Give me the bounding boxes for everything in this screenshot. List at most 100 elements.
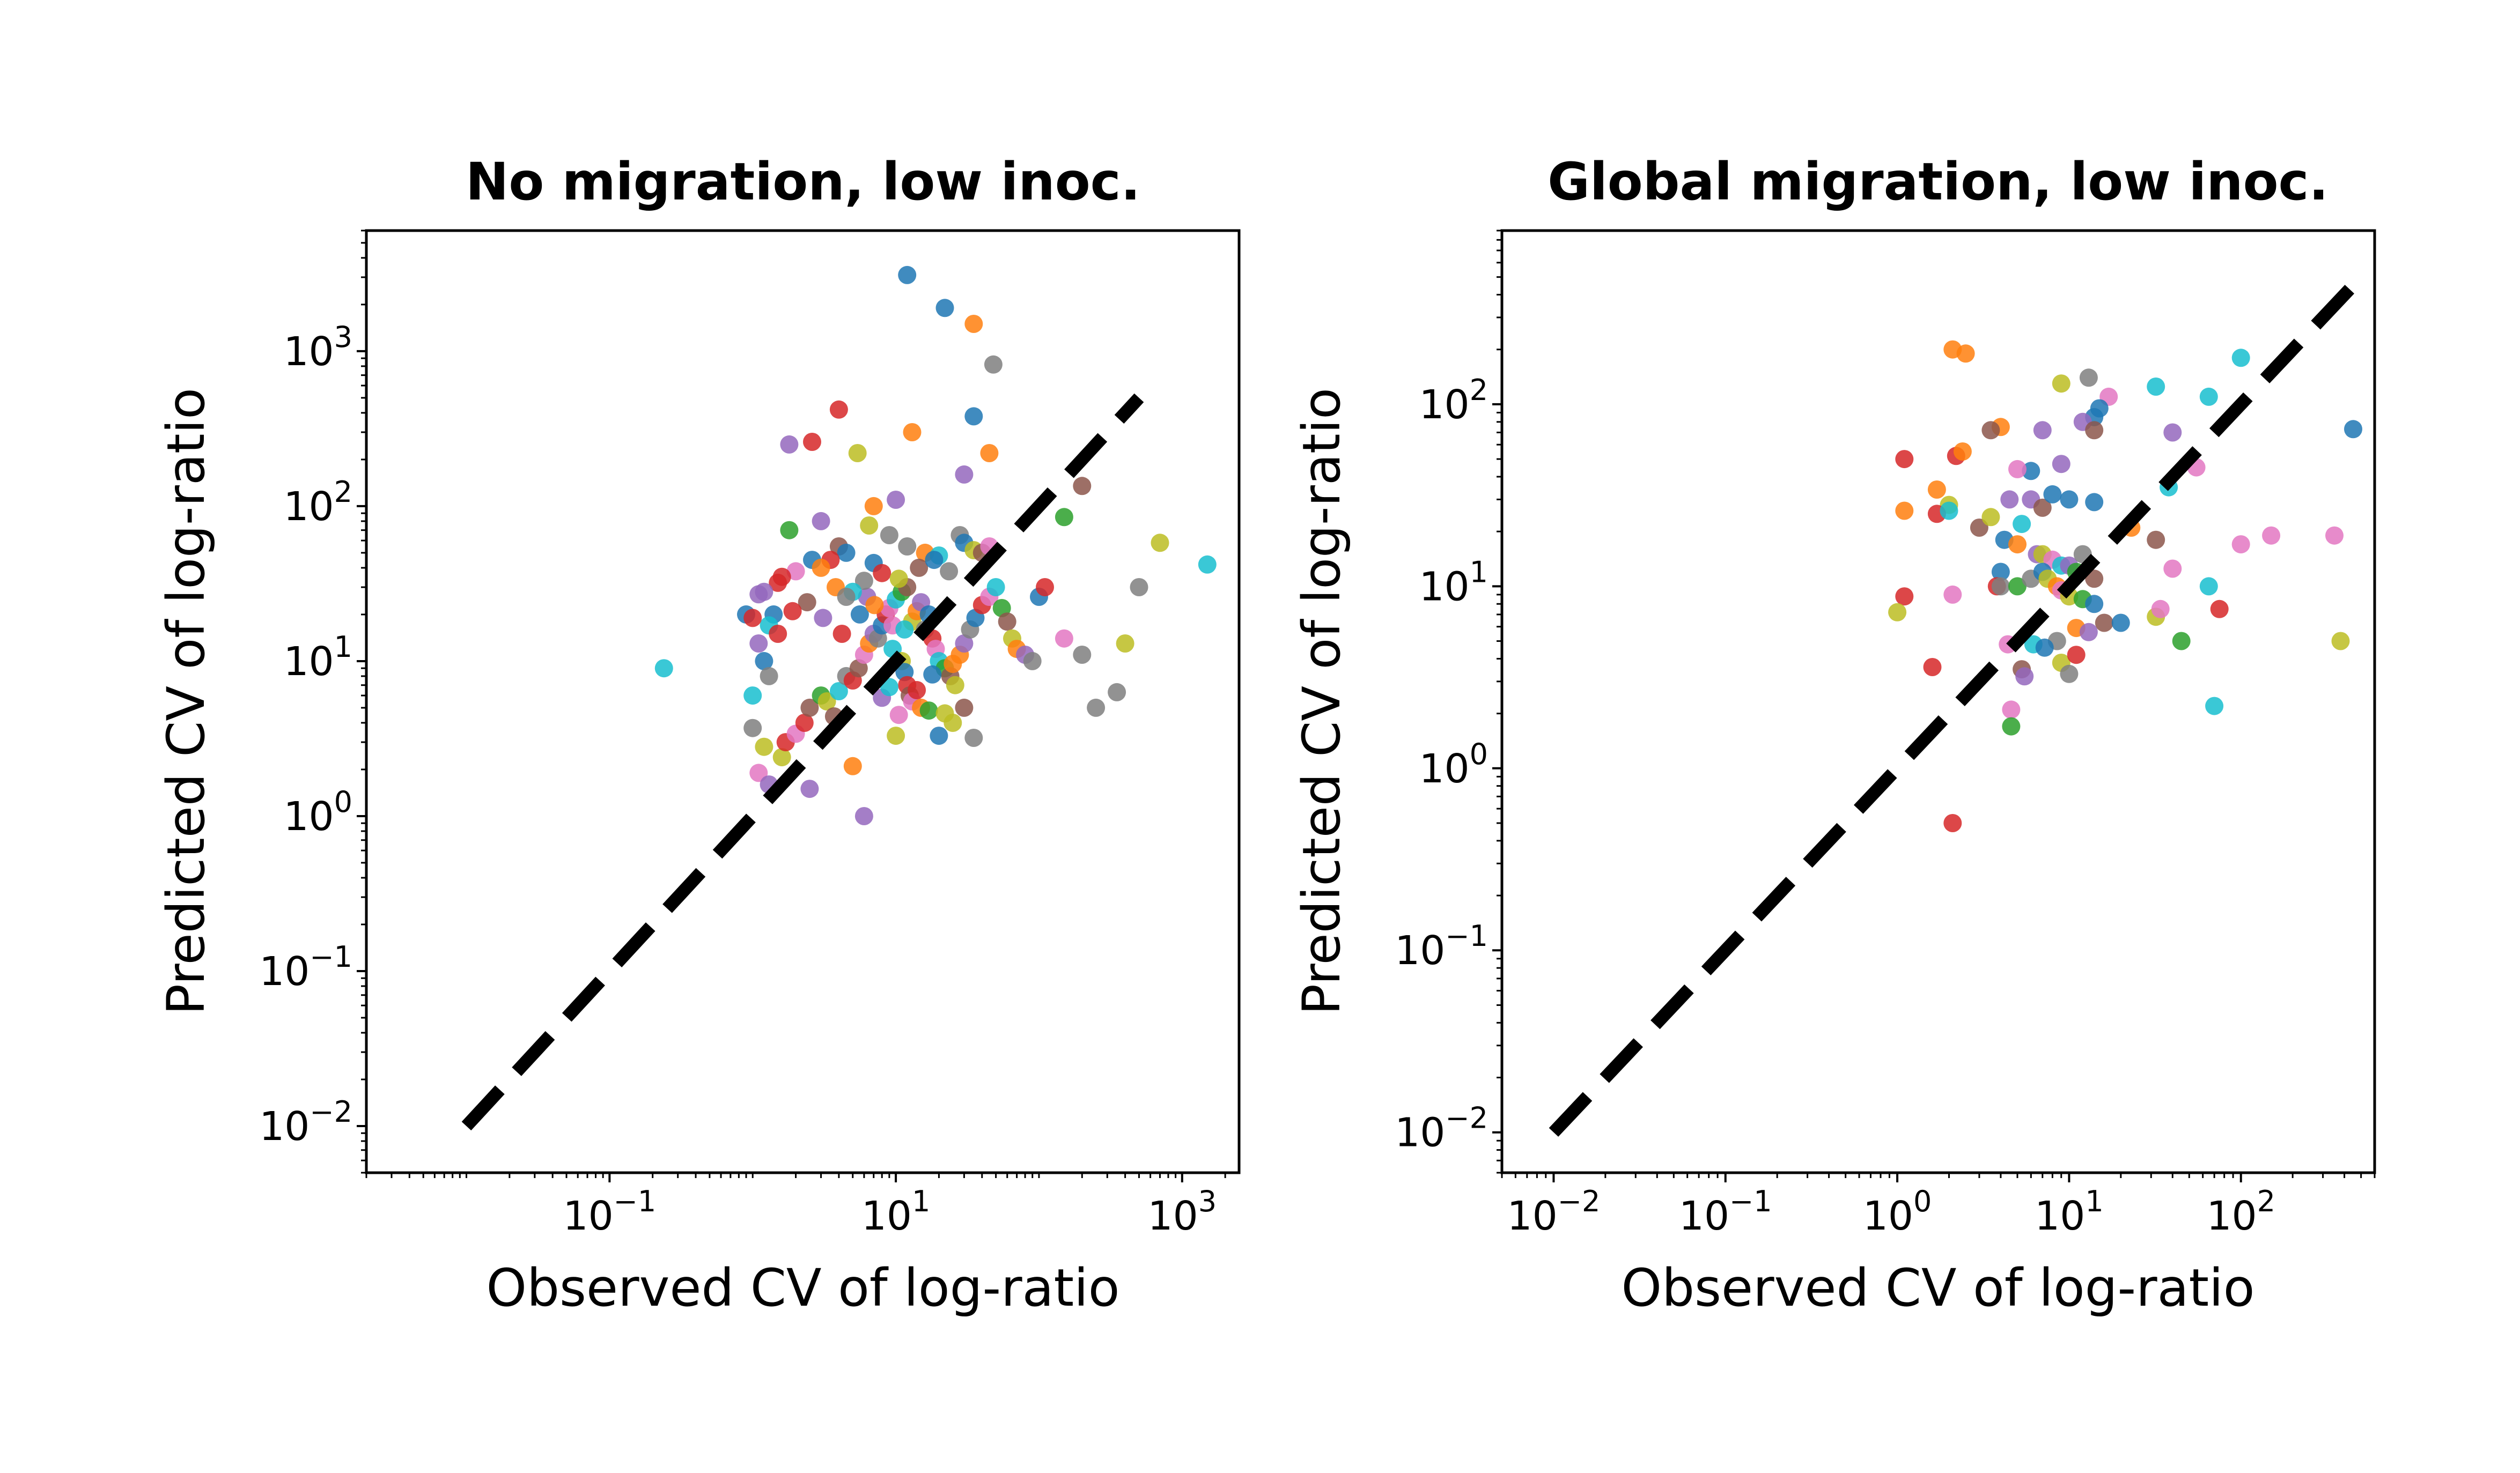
scatter-point <box>743 686 762 705</box>
y-tick-label: 101 <box>1419 555 1488 610</box>
scatter-point <box>2325 526 2344 545</box>
scatter-point <box>2008 460 2027 478</box>
scatter-point <box>930 727 948 745</box>
scatter-point <box>2111 613 2130 632</box>
scatter-point <box>837 543 856 562</box>
x-tick-label: 10−1 <box>563 1185 656 1239</box>
x-axis-label: Observed CV of log-ratio <box>1622 1258 2255 1318</box>
scatter-point <box>760 667 778 685</box>
scatter-point <box>908 681 926 699</box>
scatter-point <box>2008 577 2027 596</box>
scatter-point <box>2090 399 2109 418</box>
scatter-point <box>910 558 929 577</box>
chart-panel-no-migration: No migration, low inoc. 10−210−110010110… <box>156 152 1241 1318</box>
scatter-point <box>1116 634 1134 653</box>
scatter-point <box>925 551 944 569</box>
scatter-points-layer <box>654 265 1217 825</box>
scatter-point <box>898 265 917 284</box>
scatter-point <box>654 659 673 678</box>
scatter-point <box>769 573 787 592</box>
scatter-point <box>1940 501 1958 520</box>
scatter-point <box>798 593 816 612</box>
y-tick-label: 100 <box>283 785 352 840</box>
scatter-point <box>2015 667 2034 686</box>
scatter-point <box>2151 599 2170 618</box>
scatter-point <box>812 558 830 577</box>
scatter-point <box>1130 578 1148 596</box>
scatter-point <box>1981 508 2000 527</box>
scatter-point <box>898 537 917 556</box>
scatter-point <box>986 578 1005 596</box>
scatter-point <box>2085 595 2104 613</box>
scatter-point <box>2035 638 2054 657</box>
scatter-point <box>2079 623 2098 641</box>
y-tick-label: 101 <box>283 630 352 685</box>
scatter-point <box>2205 697 2224 715</box>
scatter-point <box>1895 450 1914 469</box>
scatter-point <box>850 605 869 624</box>
scatter-point <box>829 682 848 700</box>
scatter-point <box>2163 423 2182 442</box>
scatter-point <box>2210 599 2229 618</box>
scatter-point <box>780 435 799 454</box>
scatter-point <box>800 780 819 798</box>
scatter-point <box>1895 587 1914 606</box>
scatter-point <box>864 497 883 515</box>
scatter-point <box>944 655 962 673</box>
axis-ticks-layer: 10−2 10−1 100 101 102 10−2 10−1 100 101 102 <box>1395 230 2376 1239</box>
scatter-point <box>2052 455 2070 473</box>
scatter-point <box>795 714 814 732</box>
scatter-point <box>2002 717 2021 736</box>
chart-title: No migration, low inoc. <box>466 152 1140 212</box>
scatter-point <box>1888 603 1907 621</box>
scatter-point <box>2262 526 2281 545</box>
scatter-point <box>2043 485 2062 504</box>
y-axis-label: Predicted CV of log-ratio <box>156 388 216 1015</box>
scatter-point <box>2331 632 2350 650</box>
scatter-point <box>749 585 768 604</box>
scatter-point <box>1943 585 1962 604</box>
scatter-point <box>829 400 848 419</box>
scatter-point <box>880 526 898 544</box>
scatter-point <box>935 299 954 317</box>
scatter-point <box>1073 646 1092 664</box>
scatter-point <box>803 433 821 451</box>
x-tick-label: 10−2 <box>1507 1185 1601 1239</box>
scatter-point <box>2013 515 2031 534</box>
scatter-point <box>832 625 851 643</box>
scatter-point <box>769 625 787 643</box>
scatter-point <box>964 407 983 426</box>
x-tick-label: 101 <box>861 1185 931 1239</box>
scatter-point <box>755 652 773 670</box>
scatter-point <box>1956 344 1975 363</box>
scatter-point <box>2008 535 2027 554</box>
scatter-point <box>964 729 983 747</box>
chart-title: Global migration, low inoc. <box>1548 152 2329 212</box>
scatter-point <box>2000 490 2019 509</box>
scatter-point <box>743 609 762 627</box>
scatter-point <box>1927 480 1946 499</box>
x-tick-label: 10−1 <box>1679 1185 1772 1239</box>
y-tick-label: 102 <box>1419 373 1488 428</box>
axis-ticks-layer: 10−2 10−1 100 101 102 103 10−1 101 103 <box>259 230 1226 1239</box>
scatter-point <box>887 727 905 745</box>
scatter-point <box>955 634 974 653</box>
scatter-point <box>749 634 768 653</box>
scatter-point <box>2147 530 2165 549</box>
x-tick-label: 103 <box>1148 1185 1217 1239</box>
scatter-point <box>1198 555 1217 574</box>
y-tick-label: 10−1 <box>259 940 352 995</box>
scatter-point <box>889 706 908 724</box>
scatter-point <box>780 521 799 539</box>
scatter-point <box>854 807 873 825</box>
scatter-point <box>980 444 999 462</box>
y-axis-label: Predicted CV of log-ratio <box>1292 388 1352 1015</box>
scatter-point <box>755 737 773 756</box>
scatter-point <box>837 588 856 606</box>
x-axis-label: Observed CV of log-ratio <box>487 1258 1120 1318</box>
scatter-point <box>1055 508 1073 527</box>
scatter-point <box>964 315 983 333</box>
scatter-point <box>848 444 867 462</box>
scatter-point <box>1023 652 1042 670</box>
